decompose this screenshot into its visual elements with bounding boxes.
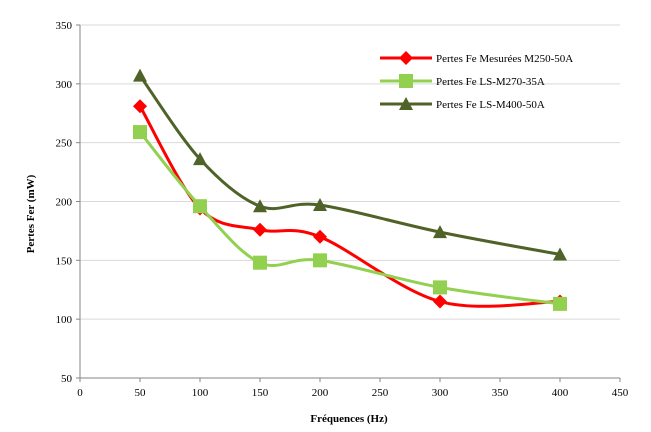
- x-tick-label: 200: [312, 387, 329, 399]
- legend-marker-diamond: [399, 51, 413, 65]
- data-point-square: [253, 255, 267, 270]
- data-point-square: [433, 280, 447, 295]
- y-tick-label: 200: [56, 197, 73, 209]
- data-point-diamond: [133, 99, 147, 114]
- x-tick-label: 100: [192, 387, 209, 399]
- x-tick-label: 50: [135, 387, 147, 399]
- data-point-triangle: [433, 225, 447, 239]
- data-point-triangle: [313, 198, 327, 212]
- y-tick-label: 150: [56, 255, 73, 267]
- data-point-square: [133, 125, 147, 140]
- data-point-square: [553, 296, 567, 311]
- x-tick-label: 0: [77, 387, 83, 399]
- x-tick-label: 400: [552, 387, 569, 399]
- data-point-triangle: [253, 199, 267, 213]
- data-point-diamond: [253, 222, 267, 237]
- data-point-triangle: [193, 152, 207, 166]
- data-point-diamond: [313, 229, 327, 244]
- y-axis-title: Pertes Fer (mW): [25, 174, 37, 253]
- legend-label: Pertes Fe Mesurées M250-50A: [436, 53, 573, 65]
- x-tick-label: 250: [372, 387, 389, 399]
- legend-label: Pertes Fe LS-M400-50A: [436, 99, 545, 111]
- data-point-square: [313, 253, 327, 268]
- legend-marker-triangle: [399, 97, 413, 110]
- y-tick-label: 350: [56, 20, 73, 32]
- data-point-square: [193, 199, 207, 214]
- data-point-diamond: [433, 294, 447, 309]
- x-tick-label: 300: [432, 387, 449, 399]
- x-tick-label: 450: [612, 387, 629, 399]
- x-axis-title: Fréquences (Hz): [310, 413, 388, 425]
- legend-label: Pertes Fe LS-M270-35A: [436, 76, 545, 88]
- x-tick-label: 350: [492, 387, 509, 399]
- y-tick-label: 50: [61, 373, 73, 385]
- legend-marker-square: [399, 74, 413, 88]
- x-tick-label: 150: [252, 387, 269, 399]
- y-tick-label: 300: [56, 79, 73, 91]
- series-line-3: [138, 74, 561, 256]
- data-point-triangle: [553, 247, 567, 261]
- y-tick-label: 250: [56, 138, 73, 150]
- y-tick-label: 100: [56, 314, 73, 326]
- data-point-triangle: [133, 68, 147, 82]
